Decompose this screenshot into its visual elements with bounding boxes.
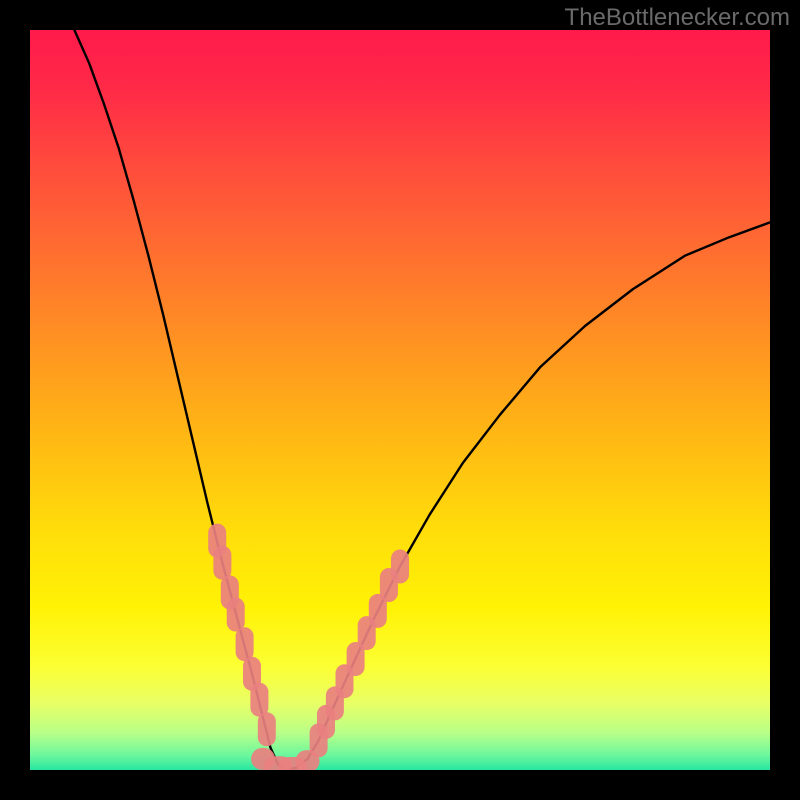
marker-left <box>213 546 231 580</box>
plot-gradient-background <box>30 30 770 770</box>
chart-stage: TheBottlenecker.com <box>0 0 800 800</box>
marker-left <box>258 712 276 746</box>
marker-bottom <box>296 750 320 772</box>
marker-left <box>250 683 268 717</box>
marker-right <box>391 550 409 584</box>
bottleneck-chart-svg <box>0 0 800 800</box>
marker-left <box>227 598 245 632</box>
marker-left <box>236 627 254 661</box>
